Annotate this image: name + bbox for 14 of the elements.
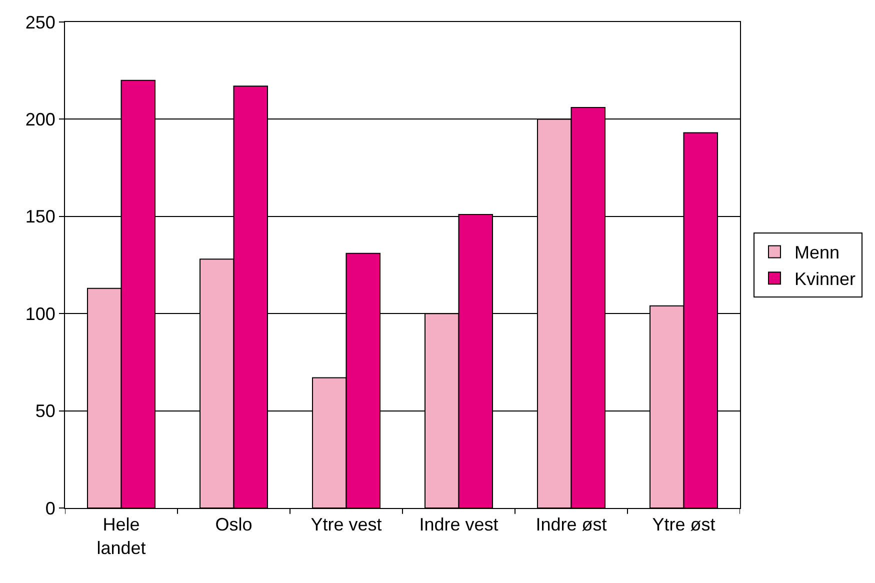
- x-tick-label: Indre øst: [536, 514, 607, 535]
- y-tick-label: 50: [35, 401, 56, 422]
- x-tick-label: Ytre vest: [310, 514, 382, 535]
- y-tick-label: 150: [25, 206, 56, 227]
- x-tick-label: Oslo: [215, 514, 252, 535]
- y-tick-label: 200: [25, 110, 56, 130]
- x-tick-label: Hele landet: [96, 514, 146, 558]
- y-tick-label: 100: [25, 304, 56, 324]
- legend-label: Menn: [794, 242, 840, 263]
- y-tick-label: 250: [25, 12, 56, 32]
- x-tick-label: Ytre øst: [652, 514, 716, 535]
- legend-label: Kvinner: [794, 269, 856, 290]
- y-tick-label: 0: [45, 498, 56, 518]
- x-tick-label: Indre vest: [419, 514, 498, 535]
